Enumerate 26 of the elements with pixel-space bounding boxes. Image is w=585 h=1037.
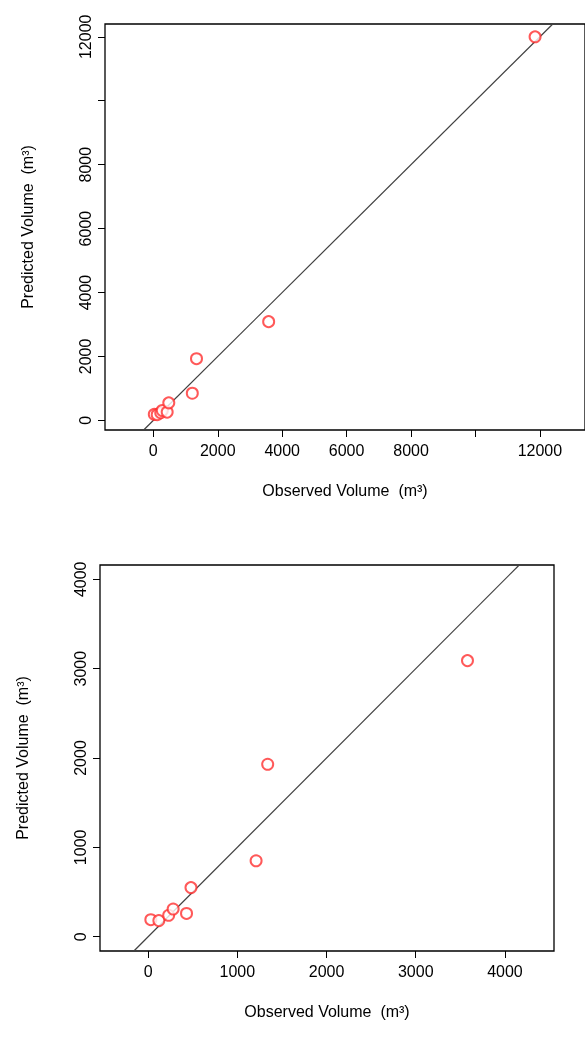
y-axis-title: Predicted Volume (m³) [13, 676, 31, 840]
x-tick-label: 2000 [308, 962, 345, 980]
y-axis-title: Predicted Volume (m³) [18, 145, 36, 309]
y-tick-label: 2000 [71, 740, 89, 776]
y-tick-label: 6000 [76, 210, 94, 247]
y-tick-label: 4000 [76, 274, 94, 311]
y-tick-label: 0 [71, 932, 89, 942]
y-tick-label: 2000 [76, 338, 94, 375]
x-tick-label: 2000 [199, 441, 236, 459]
x-tick-label: 4000 [264, 441, 301, 459]
y-tick-label: 3000 [71, 650, 89, 687]
y-tick-label: 12000 [76, 14, 94, 60]
x-axis-title: Observed Volume (m³) [244, 1002, 410, 1020]
x-tick-label: 3000 [397, 962, 434, 980]
x-tick-label: 0 [143, 962, 153, 980]
x-tick-label: 4000 [487, 962, 523, 980]
y-tick-label: 8000 [76, 146, 94, 183]
x-tick-label: 12000 [517, 441, 563, 459]
x-tick-label: 8000 [393, 441, 429, 459]
x-tick-label: 6000 [328, 441, 365, 459]
x-tick-label: 1000 [219, 962, 256, 980]
y-tick-label: 1000 [71, 829, 89, 866]
y-tick-label: 4000 [71, 561, 89, 598]
y-tick-label: 0 [76, 415, 94, 425]
x-tick-label: 0 [148, 441, 158, 459]
x-axis-title: Observed Volume (m³) [262, 481, 428, 499]
